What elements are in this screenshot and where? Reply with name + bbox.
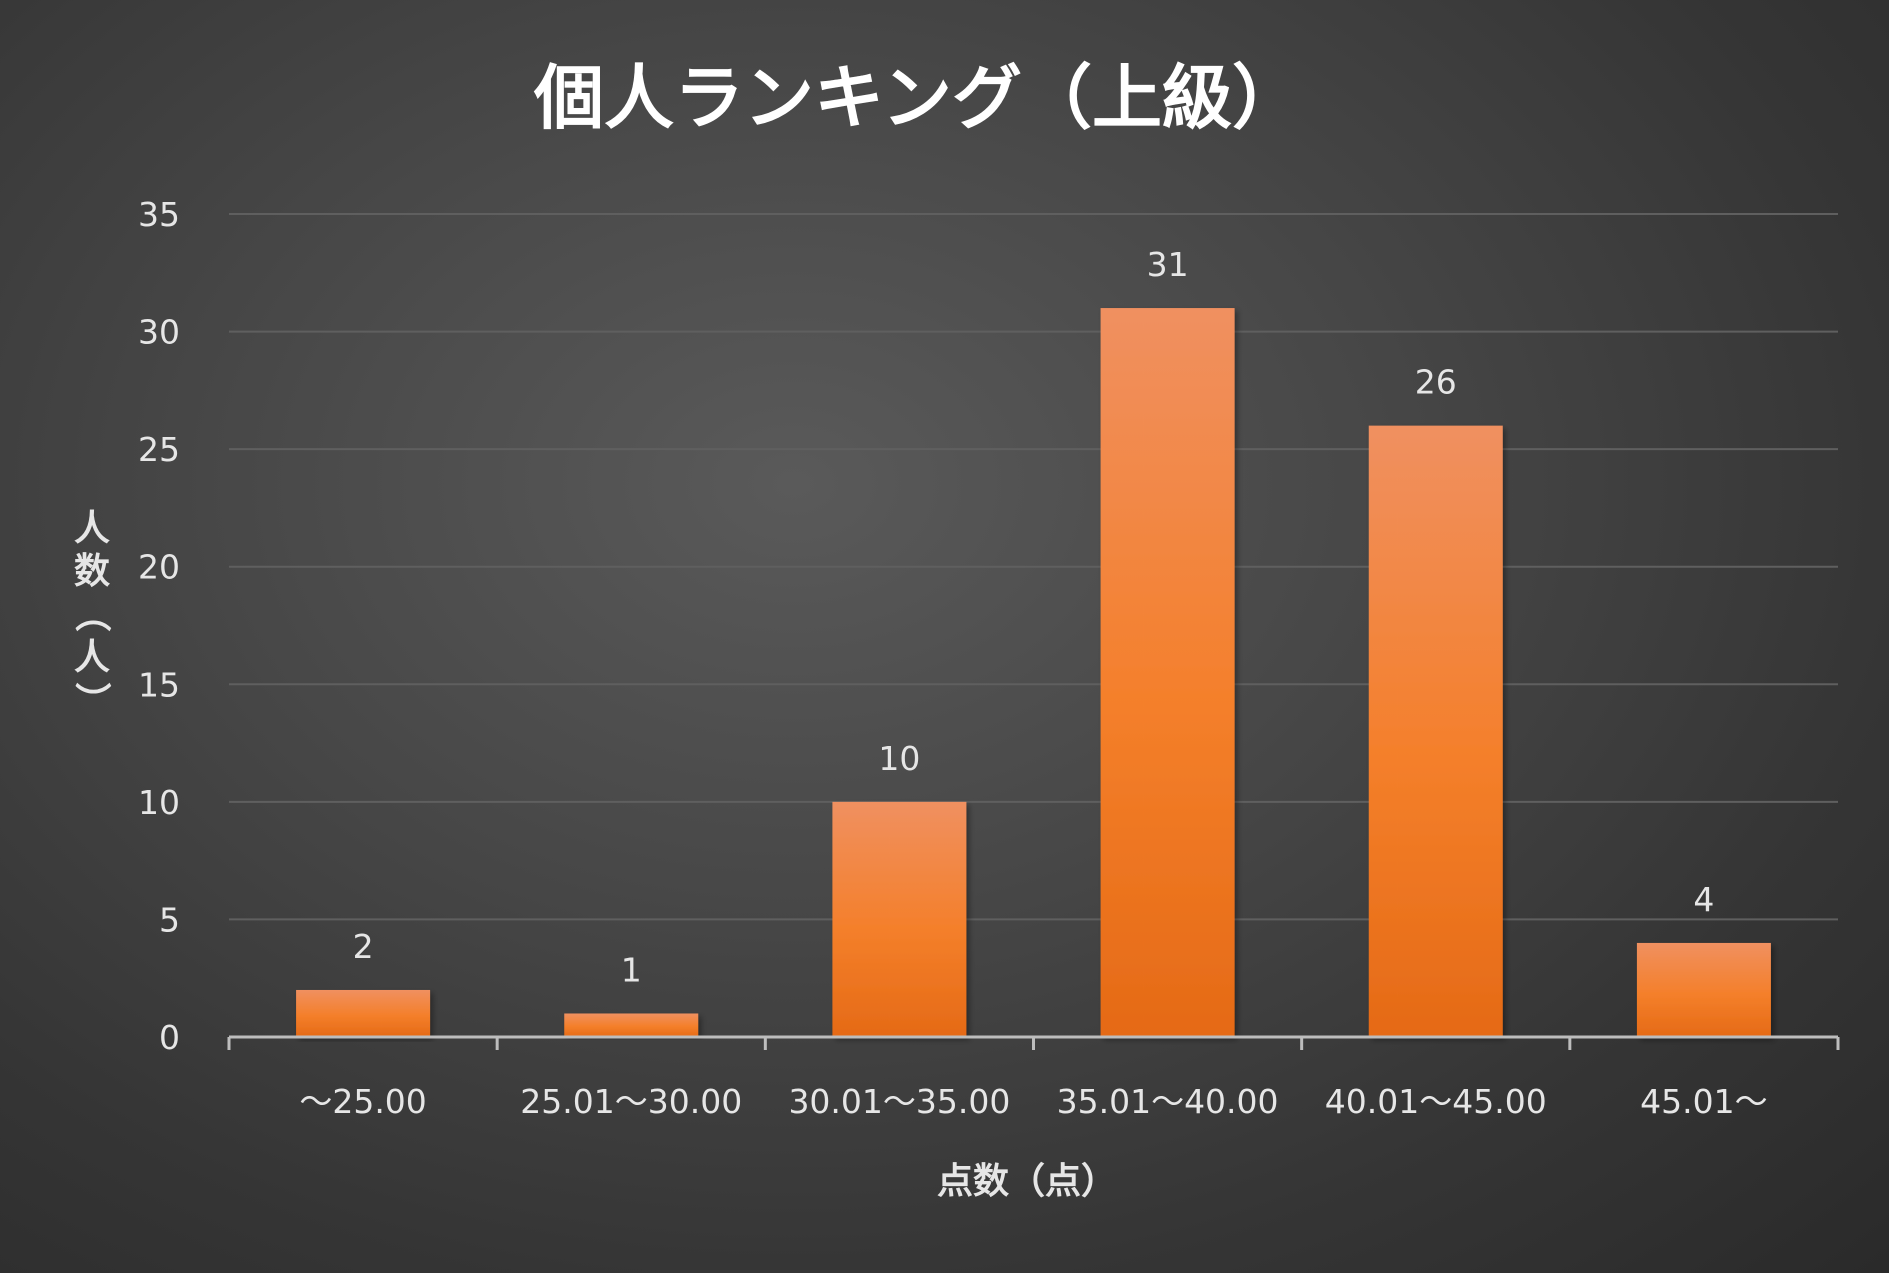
x-tick-label: 30.01～35.00: [788, 1082, 1010, 1121]
x-tick-label: 45.01～: [1640, 1082, 1767, 1121]
bar: [1100, 308, 1235, 1037]
x-tick-label: 35.01～40.00: [1057, 1082, 1279, 1121]
x-axis-ticks: ～25.00 25.01～30.00 30.01～35.00 35.01～40.00 4…: [299, 1082, 1767, 1121]
y-tick-label: 20: [138, 548, 180, 587]
y-axis-title-char: 人: [74, 508, 110, 549]
y-axis-title-char: （: [71, 596, 112, 632]
data-label: 2: [353, 927, 374, 966]
y-tick-label: 10: [138, 783, 180, 822]
y-axis-title: 人数（人）: [71, 508, 112, 718]
y-tick-label: 25: [138, 430, 180, 469]
x-tick-label: 25.01～30.00: [520, 1082, 742, 1121]
bars: [296, 308, 1771, 1038]
bar: [1368, 425, 1503, 1038]
data-label: 4: [1693, 880, 1714, 919]
y-tick-label: 0: [159, 1018, 180, 1057]
x-tick-label: 40.01～45.00: [1325, 1082, 1547, 1121]
y-axis-title-char: ）: [71, 682, 112, 718]
bar: [1636, 942, 1771, 1037]
y-axis-title-char: 数: [74, 551, 110, 592]
y-axis-title-char: 人: [74, 637, 110, 678]
x-axis-title: 点数（点）: [937, 1161, 1117, 1202]
gridlines: [229, 213, 1838, 921]
y-tick-label: 5: [159, 900, 180, 939]
data-label: 26: [1415, 363, 1457, 402]
data-labels: 2 1 10 31 26 4: [353, 245, 1715, 989]
x-tick-label: ～25.00: [299, 1082, 426, 1121]
data-label: 10: [878, 739, 920, 778]
bar: [832, 801, 967, 1037]
y-tick-label: 35: [138, 195, 180, 234]
y-axis-ticks: 0 5 10 15 20 25 30 35: [138, 195, 180, 1057]
y-tick-label: 15: [138, 665, 180, 704]
data-label: 31: [1147, 245, 1189, 284]
bar: [564, 1013, 699, 1037]
x-axis: [227, 1035, 1840, 1050]
bar: [296, 989, 431, 1037]
data-label: 1: [621, 950, 642, 989]
chart-title: 個人ランキング（上級）: [533, 57, 1302, 139]
y-tick-label: 30: [138, 313, 180, 352]
